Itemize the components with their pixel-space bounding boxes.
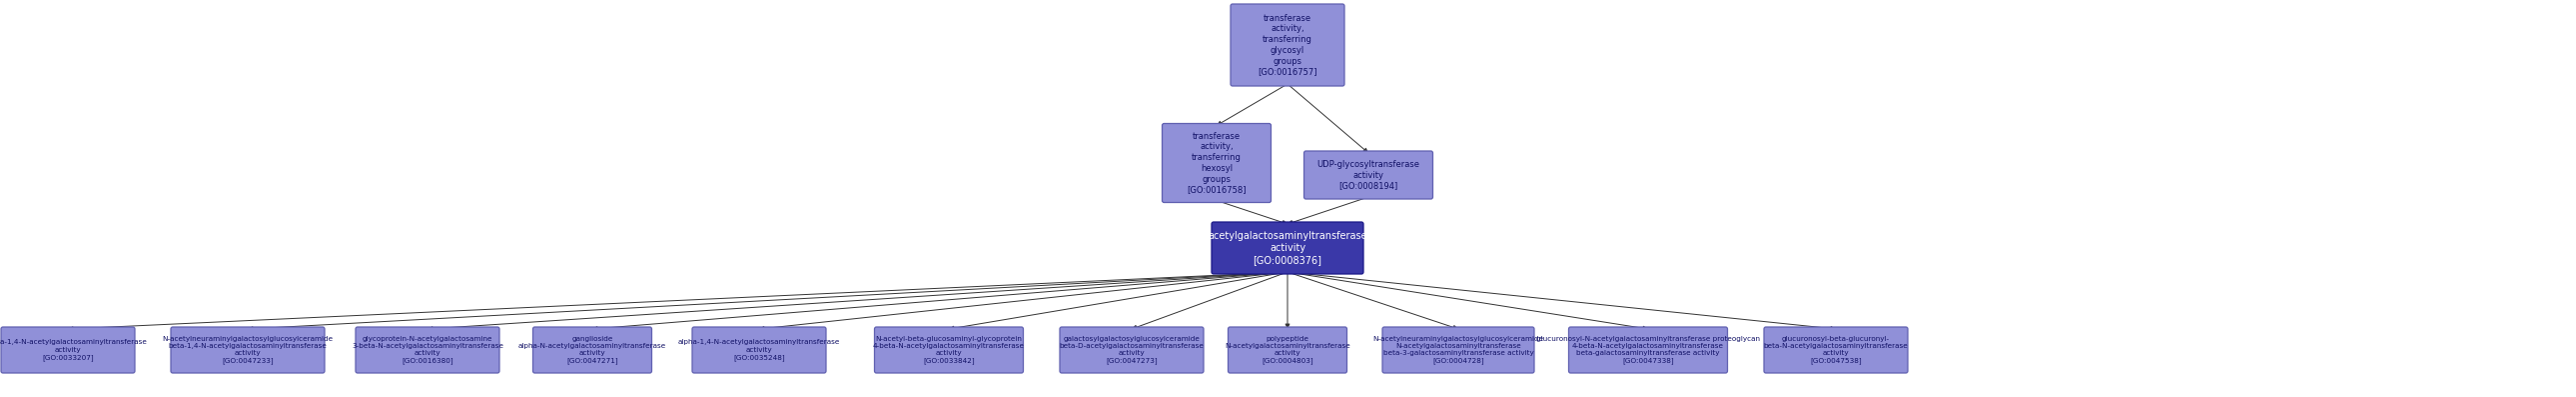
Text: glycoprotein-N-acetylgalactosamine
3-beta-N-acetylgalactosaminyltransferase
acti: glycoprotein-N-acetylgalactosamine 3-bet… xyxy=(350,336,502,364)
Text: polypeptide
N-acetylgalactosaminyltransferase
activity
[GO:0004803]: polypeptide N-acetylgalactosaminyltransf… xyxy=(1224,336,1350,364)
Text: ganglioside
alpha-N-acetylgalactosaminyltransferase
activity
[GO:0047271]: ganglioside alpha-N-acetylgalactosaminyl… xyxy=(518,336,667,364)
FancyBboxPatch shape xyxy=(1059,327,1203,373)
FancyBboxPatch shape xyxy=(355,327,500,373)
FancyBboxPatch shape xyxy=(1211,222,1363,274)
Text: N-acetylneuraminylgalactosylglucosylceramide
N-acetylgalactosaminyltransferase
b: N-acetylneuraminylgalactosylglucosylcera… xyxy=(1373,336,1543,364)
Text: UDP-glycosyltransferase
activity
[GO:0008194]: UDP-glycosyltransferase activity [GO:000… xyxy=(1316,160,1419,190)
Text: N-acetylneuraminylgalactosylglucosylceramide
beta-1,4-N-acetylgalactosaminyltran: N-acetylneuraminylgalactosylglucosylcera… xyxy=(162,336,332,364)
FancyBboxPatch shape xyxy=(873,327,1023,373)
FancyBboxPatch shape xyxy=(1765,327,1909,373)
FancyBboxPatch shape xyxy=(1162,123,1270,202)
Text: acetylgalactosaminyltransferase
activity
[GO:0008376]: acetylgalactosaminyltransferase activity… xyxy=(1208,231,1368,265)
FancyBboxPatch shape xyxy=(1231,4,1345,86)
Text: galactosylgalactosylglucosylceramide
beta-D-acetylgalactosaminyltransferase
acti: galactosylgalactosylglucosylceramide bet… xyxy=(1059,336,1203,364)
Text: glucuronosyl-N-acetylgalactosaminyltransferase proteoglycan
4-beta-N-acetylgalac: glucuronosyl-N-acetylgalactosaminyltrans… xyxy=(1535,336,1759,364)
FancyBboxPatch shape xyxy=(1303,151,1432,199)
Text: glucuronosyl-beta-glucuronyl-
beta-N-acetylgalactosaminyltransferase
activity
[G: glucuronosyl-beta-glucuronyl- beta-N-ace… xyxy=(1765,336,1909,364)
FancyBboxPatch shape xyxy=(693,327,827,373)
Text: transferase
activity,
transferring
glycosyl
groups
[GO:0016757]: transferase activity, transferring glyco… xyxy=(1257,13,1316,76)
FancyBboxPatch shape xyxy=(533,327,652,373)
FancyBboxPatch shape xyxy=(1229,327,1347,373)
Text: transferase
activity,
transferring
hexosyl
groups
[GO:0016758]: transferase activity, transferring hexos… xyxy=(1188,132,1247,195)
FancyBboxPatch shape xyxy=(1383,327,1535,373)
Text: alpha-1,4-N-acetylgalactosaminyltransferase
activity
[GO:0035248]: alpha-1,4-N-acetylgalactosaminyltransfer… xyxy=(677,339,840,360)
FancyBboxPatch shape xyxy=(0,327,134,373)
FancyBboxPatch shape xyxy=(1569,327,1728,373)
Text: beta-1,4-N-acetylgalactosaminyltransferase
activity
[GO:0033207]: beta-1,4-N-acetylgalactosaminyltransfera… xyxy=(0,339,147,360)
FancyBboxPatch shape xyxy=(170,327,325,373)
Text: N-acetyl-beta-glucosaminyl-glycoprotein
4-beta-N-acetylgalactosaminyltransferase: N-acetyl-beta-glucosaminyl-glycoprotein … xyxy=(873,336,1025,364)
